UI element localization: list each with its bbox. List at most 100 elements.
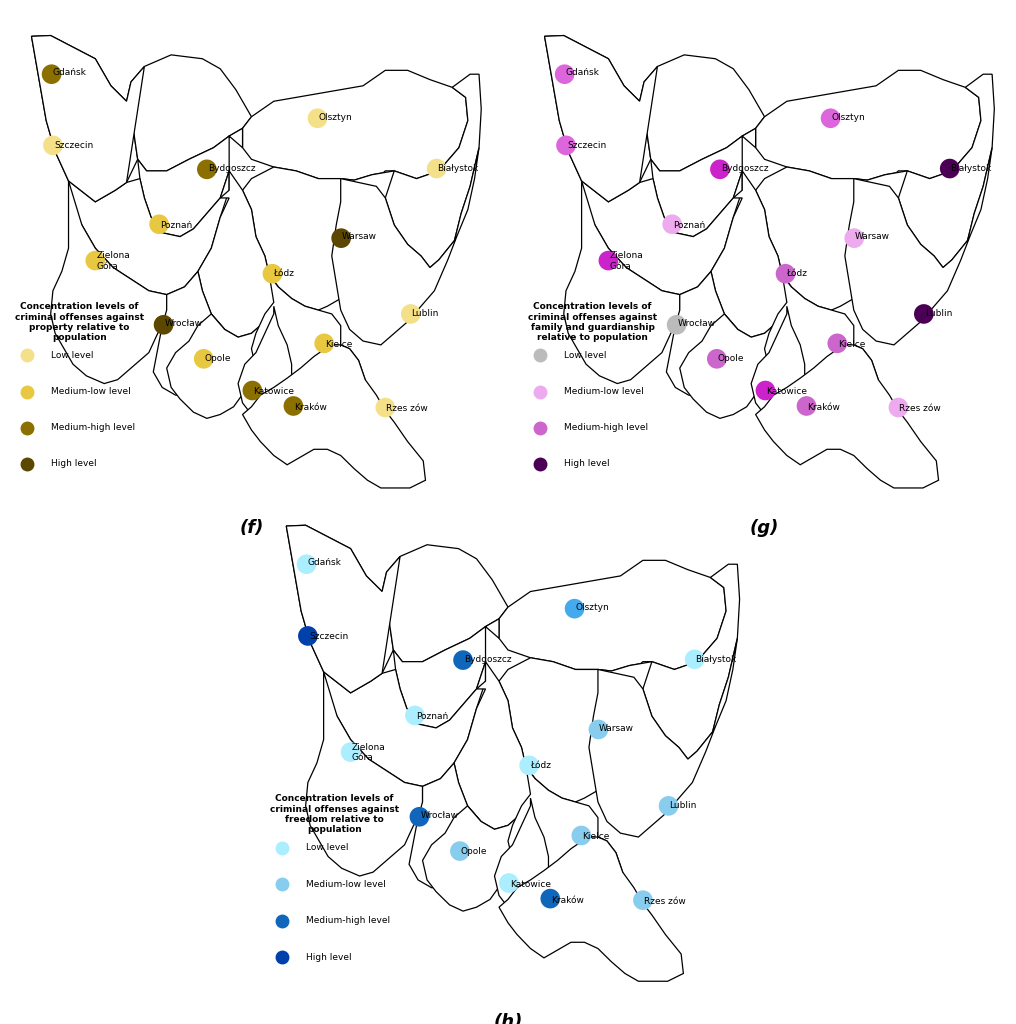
Text: High level: High level	[51, 460, 97, 468]
Text: Opole: Opole	[461, 847, 488, 856]
Text: Warsaw: Warsaw	[342, 232, 377, 242]
Polygon shape	[393, 618, 499, 728]
Point	[709, 350, 725, 367]
Text: Łódz: Łódz	[530, 761, 551, 770]
Text: Poznań: Poznań	[416, 712, 448, 721]
Text: Zielona
Góra: Zielona Góra	[97, 251, 130, 270]
Polygon shape	[198, 171, 278, 337]
Text: Medium-low level: Medium-low level	[564, 387, 644, 396]
Text: Zielona
Góra: Zielona Góra	[352, 742, 385, 762]
Polygon shape	[409, 763, 481, 888]
Point	[712, 161, 728, 177]
Text: (h): (h)	[494, 1013, 522, 1024]
Polygon shape	[764, 275, 853, 395]
Point	[411, 809, 428, 825]
Point	[521, 757, 537, 773]
Polygon shape	[495, 798, 623, 938]
Text: High level: High level	[306, 952, 352, 962]
Point	[406, 708, 423, 724]
Text: High level: High level	[564, 460, 610, 468]
Polygon shape	[251, 275, 340, 395]
Text: Lublin: Lublin	[411, 309, 439, 318]
Text: Gdańsk: Gdańsk	[53, 69, 86, 77]
Point	[155, 316, 172, 333]
Text: Opole: Opole	[204, 354, 232, 364]
Point	[590, 721, 607, 737]
Polygon shape	[751, 306, 878, 445]
Polygon shape	[680, 306, 791, 419]
Polygon shape	[634, 564, 740, 759]
Text: Szczecin: Szczecin	[54, 141, 93, 151]
Polygon shape	[382, 545, 508, 662]
Point	[557, 66, 573, 82]
Text: Katowice: Katowice	[510, 880, 551, 889]
Text: Warsaw: Warsaw	[855, 232, 890, 242]
Point	[669, 316, 685, 333]
Polygon shape	[564, 181, 680, 384]
Polygon shape	[68, 171, 230, 295]
Text: Opole: Opole	[717, 354, 745, 364]
Polygon shape	[756, 345, 939, 488]
Text: Concentration levels of
criminal offenses against
property relative to
populatio: Concentration levels of criminal offense…	[15, 302, 144, 342]
Polygon shape	[31, 36, 144, 202]
Point	[316, 335, 332, 351]
Point	[890, 399, 906, 416]
Text: Gdańsk: Gdańsk	[308, 558, 341, 567]
Text: (g): (g)	[750, 519, 779, 538]
Point	[342, 743, 359, 760]
Polygon shape	[153, 271, 225, 395]
Text: Białystok: Białystok	[951, 164, 992, 173]
Text: (f): (f)	[240, 519, 263, 538]
Polygon shape	[454, 662, 535, 829]
Text: Concentration levels of
criminal offenses against
freedom relative to
population: Concentration levels of criminal offense…	[269, 795, 399, 835]
Polygon shape	[287, 525, 393, 693]
Polygon shape	[238, 306, 365, 445]
Polygon shape	[499, 560, 726, 671]
Polygon shape	[581, 171, 743, 295]
Polygon shape	[499, 657, 652, 802]
Text: Wrocław: Wrocław	[678, 319, 715, 329]
Polygon shape	[423, 798, 535, 911]
Polygon shape	[243, 345, 426, 488]
Polygon shape	[845, 147, 992, 345]
Text: Kielce: Kielce	[582, 831, 610, 841]
Text: Szczecin: Szczecin	[567, 141, 607, 151]
Point	[846, 230, 863, 247]
Point	[452, 843, 468, 859]
Text: Concentration levels of
criminal offenses against
family and guardianship
relati: Concentration levels of criminal offense…	[528, 302, 657, 342]
Point	[915, 306, 932, 323]
Text: Poznań: Poznań	[161, 220, 192, 229]
Text: Medium-high level: Medium-high level	[564, 423, 648, 432]
Point	[829, 335, 845, 351]
Text: Bydgoszcz: Bydgoszcz	[720, 164, 768, 173]
Point	[264, 265, 280, 282]
Polygon shape	[711, 171, 791, 337]
Text: Rzes zów: Rzes zów	[899, 404, 941, 414]
Text: Kielce: Kielce	[838, 340, 866, 348]
Text: Medium-high level: Medium-high level	[51, 423, 135, 432]
Text: Kraków: Kraków	[551, 896, 584, 904]
Text: Zielona
Góra: Zielona Góra	[610, 251, 643, 270]
Polygon shape	[324, 662, 486, 786]
Point	[45, 137, 61, 154]
Point	[757, 382, 773, 398]
Point	[567, 600, 583, 616]
Text: Bydgoszcz: Bydgoszcz	[464, 654, 511, 664]
Text: Kraków: Kraków	[295, 402, 327, 412]
Point	[199, 161, 215, 177]
Point	[543, 891, 559, 907]
Text: Kielce: Kielce	[325, 340, 353, 348]
Polygon shape	[332, 147, 479, 345]
Point	[822, 111, 838, 127]
Text: Gdańsk: Gdańsk	[566, 69, 599, 77]
Text: Kraków: Kraków	[808, 402, 840, 412]
Text: Lublin: Lublin	[925, 309, 952, 318]
Text: Warsaw: Warsaw	[599, 724, 634, 733]
Text: Lublin: Lublin	[670, 802, 697, 810]
Point	[573, 827, 589, 844]
Point	[687, 651, 703, 668]
Point	[501, 874, 517, 891]
Polygon shape	[167, 306, 278, 419]
Polygon shape	[545, 36, 651, 202]
Polygon shape	[376, 74, 482, 267]
